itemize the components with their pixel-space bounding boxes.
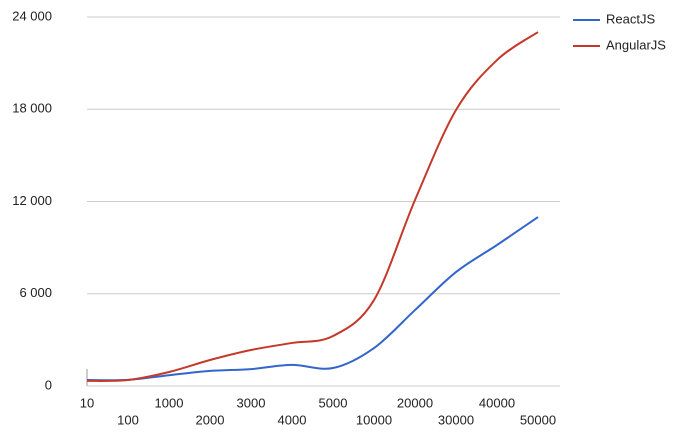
legend-label: ReactJS	[606, 11, 655, 26]
x-tick-label: 1000	[155, 395, 184, 410]
x-tick-label: 3000	[237, 395, 266, 410]
x-tick-label: 10	[80, 395, 94, 410]
y-tick-label: 24 000	[12, 8, 52, 23]
line	[86, 31, 539, 382]
x-tick-label: 50000	[520, 412, 556, 427]
y-tick-label: 0	[45, 377, 52, 392]
y-tick-label: 6 000	[19, 285, 52, 300]
x-tick-label: 2000	[196, 412, 225, 427]
x-tick-label: 40000	[479, 395, 515, 410]
x-tick-label: 10000	[356, 412, 392, 427]
x-tick-label: 5000	[319, 395, 348, 410]
y-tick-label: 12 000	[12, 193, 52, 208]
line	[86, 216, 539, 382]
x-tick-label: 30000	[438, 412, 474, 427]
x-tick-label: 4000	[278, 412, 307, 427]
y-tick-label: 18 000	[12, 101, 52, 116]
x-tick-label: 100	[117, 412, 139, 427]
legend-label: AngularJS	[606, 37, 666, 52]
x-tick-label: 20000	[397, 395, 433, 410]
